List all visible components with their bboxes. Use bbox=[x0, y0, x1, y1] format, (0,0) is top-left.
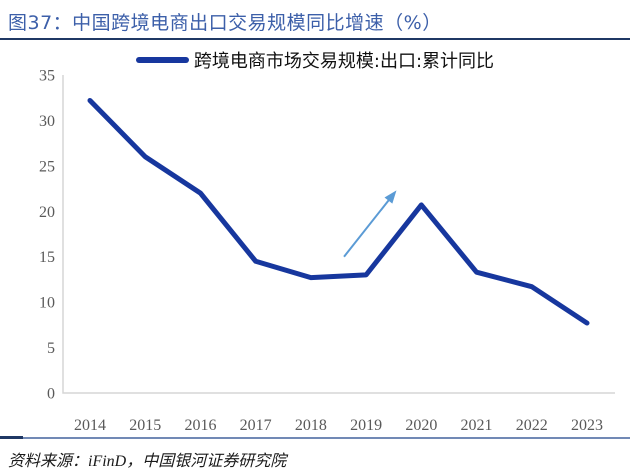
source-note: 资料来源：iFinD，中国银河证券研究院 bbox=[8, 453, 287, 470]
axis-lines bbox=[62, 75, 615, 394]
chart-legend: 跨境电商市场交易规模:出口:累计同比 bbox=[0, 47, 630, 73]
x-tick-label: 2021 bbox=[461, 417, 493, 434]
x-tick-label: 2018 bbox=[295, 417, 327, 434]
x-tick-label: 2016 bbox=[184, 417, 216, 434]
y-tick-label: 15 bbox=[39, 249, 55, 266]
x-tick-label: 2015 bbox=[129, 417, 161, 434]
y-tick-label: 35 bbox=[39, 68, 55, 85]
data-line bbox=[87, 97, 590, 326]
trend-arrow-head bbox=[384, 190, 397, 204]
y-tick-label: 20 bbox=[39, 204, 55, 221]
legend-line-swatch bbox=[135, 57, 189, 63]
trend-arrow bbox=[343, 190, 397, 258]
footer-rule bbox=[23, 437, 630, 439]
legend-label: 跨境电商市场交易规模:出口:累计同比 bbox=[193, 51, 495, 72]
footer-rule-accent bbox=[0, 436, 23, 439]
x-tick-label: 2022 bbox=[516, 417, 548, 434]
x-tick-label: 2023 bbox=[571, 417, 603, 434]
y-axis-labels: 0 5 10 15 20 25 30 35 bbox=[39, 68, 55, 403]
y-tick-label: 10 bbox=[39, 295, 55, 312]
x-tick-label: 2020 bbox=[405, 417, 437, 434]
trend-arrow-shaft bbox=[343, 197, 392, 258]
x-tick-label: 2019 bbox=[350, 417, 382, 434]
x-tick-label: 2014 bbox=[74, 417, 106, 434]
x-tick-label: 2017 bbox=[240, 417, 272, 434]
y-tick-label: 5 bbox=[47, 340, 55, 357]
x-axis-labels: 2014 2015 2016 2017 2018 2019 2020 2021 2022 2023 bbox=[74, 417, 603, 434]
title-underline bbox=[0, 38, 630, 40]
y-tick-label: 25 bbox=[39, 158, 55, 175]
y-tick-label: 0 bbox=[47, 386, 55, 403]
figure-title: 图37：中国跨境电商出口交易规模同比增速（%） bbox=[8, 12, 442, 34]
y-tick-label: 30 bbox=[39, 113, 55, 130]
